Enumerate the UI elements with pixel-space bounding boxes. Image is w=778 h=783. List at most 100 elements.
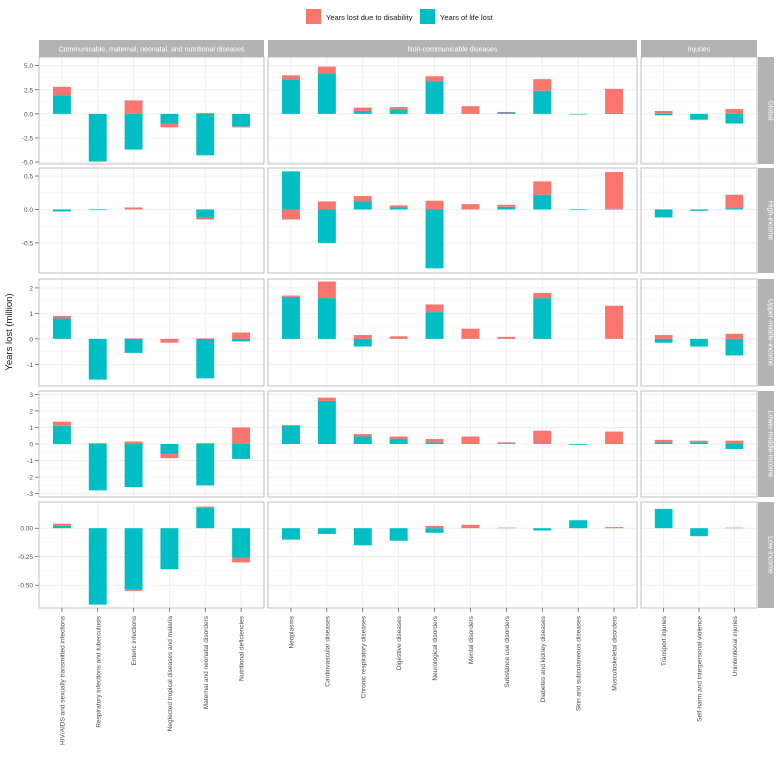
bar-yld [725,440,744,444]
facet-strip-column-0 [39,40,264,57]
bar-yld [605,305,624,339]
bar-yll [52,95,71,114]
bar-yll [690,442,708,444]
bar-yld [605,527,624,529]
bar-yll [654,338,673,343]
bar-yll [389,207,408,210]
bar-yll [281,528,300,540]
x-tick-label: Substance use disorders [504,615,511,687]
bar-yld [124,338,143,339]
bar-yld [389,336,408,339]
bar-yld [425,525,444,529]
y-tick-label: 1 [29,311,33,318]
facet-strip-label-row-1: High-income [767,201,774,240]
panel-border [640,167,758,274]
bar-yll [160,528,179,570]
bar-yld [389,436,408,440]
panel-border [267,56,638,165]
panel-border [267,501,638,609]
panel-border [267,167,638,274]
x-tick-label: Skin and subcutaneous diseases [576,615,583,711]
y-tick-label: 1 [29,425,33,432]
panel-border [640,390,758,498]
bar-yll [654,113,673,116]
y-tick-label: -2.5 [22,135,34,142]
x-tick-label: Chronic respiratory diseases [360,615,367,698]
bar-yll [232,528,251,558]
x-tick-label: Cardiovascular diseases [324,615,331,687]
bar-yll [725,113,744,124]
bar-yll [654,209,673,218]
bar-yll [569,444,588,445]
bar-yll [124,338,143,353]
bar-yld [533,293,552,299]
bar-yll [533,298,552,339]
facet-strip-label-column-1: Non-communicable diseases [408,47,498,54]
facet-strip-label-row-4: Low-income [767,536,774,574]
bar-yll [533,194,552,210]
bar-yld [353,107,372,111]
bar-yld [425,304,444,313]
bar-yld [461,524,480,529]
bar-yld [232,126,251,128]
bar-yll [232,444,251,459]
bar-yll [52,318,71,339]
bar-yll [690,338,708,347]
x-tick-label: Transport injuries [661,615,668,666]
bar-yll [569,113,588,115]
bar-yld [52,421,71,426]
bar-yld [88,443,107,444]
legend-label-yll: Years of life lost [440,13,494,22]
x-tick-label: Self-harm and interpersonal violence [697,616,704,722]
bar-yld [461,106,480,114]
bar-yld [52,523,71,526]
facet-strip-column-2 [641,40,757,57]
panel-border [640,56,758,165]
bar-yll [425,442,444,444]
bar-yld [232,557,251,563]
bar-yll [317,528,336,534]
panel-border [38,56,265,165]
x-tick-label: Musculoskeletal disorders [612,615,619,691]
bar-yll [497,443,516,444]
y-tick-label: 0 [29,442,33,449]
bar-yld [725,527,744,529]
bar-yll [389,528,408,541]
bar-yll [88,338,107,380]
bar-yld [461,436,480,444]
bar-yll [425,81,444,114]
bar-yll [725,208,744,210]
bar-yll [569,520,588,529]
bar-yll [281,79,300,114]
x-tick-label: Neurological disorders [432,615,439,680]
bar-yld [281,424,300,426]
bar-yld [690,440,708,443]
bar-yld [605,172,624,209]
bar-yll [353,110,372,114]
panel-background [268,502,637,608]
bar-yll [425,528,444,533]
facet-strip-label-row-3: Lower-middle-income [767,411,774,478]
facet-strip-row-2 [758,279,774,386]
bar-yld [160,123,179,128]
panel-background [39,279,264,386]
bar-yld [196,112,215,114]
bar-yll [605,208,624,210]
bar-yll [232,113,251,127]
bar-yll [654,508,673,529]
bar-yll [196,444,215,486]
bar-yll [281,171,300,210]
bar-yll [353,338,372,347]
bar-yld [196,506,215,508]
bar-yll [52,425,71,444]
y-tick-label: -5.0 [22,160,34,167]
bar-yld [725,109,744,114]
bar-yll [52,525,71,529]
bar-yll [52,209,71,212]
x-tick-label: HIV/AIDS and sexually transmitted infect… [59,615,66,745]
bar-yld [353,196,372,202]
bar-yld [497,527,516,529]
y-tick-label: -0.50 [18,583,33,590]
